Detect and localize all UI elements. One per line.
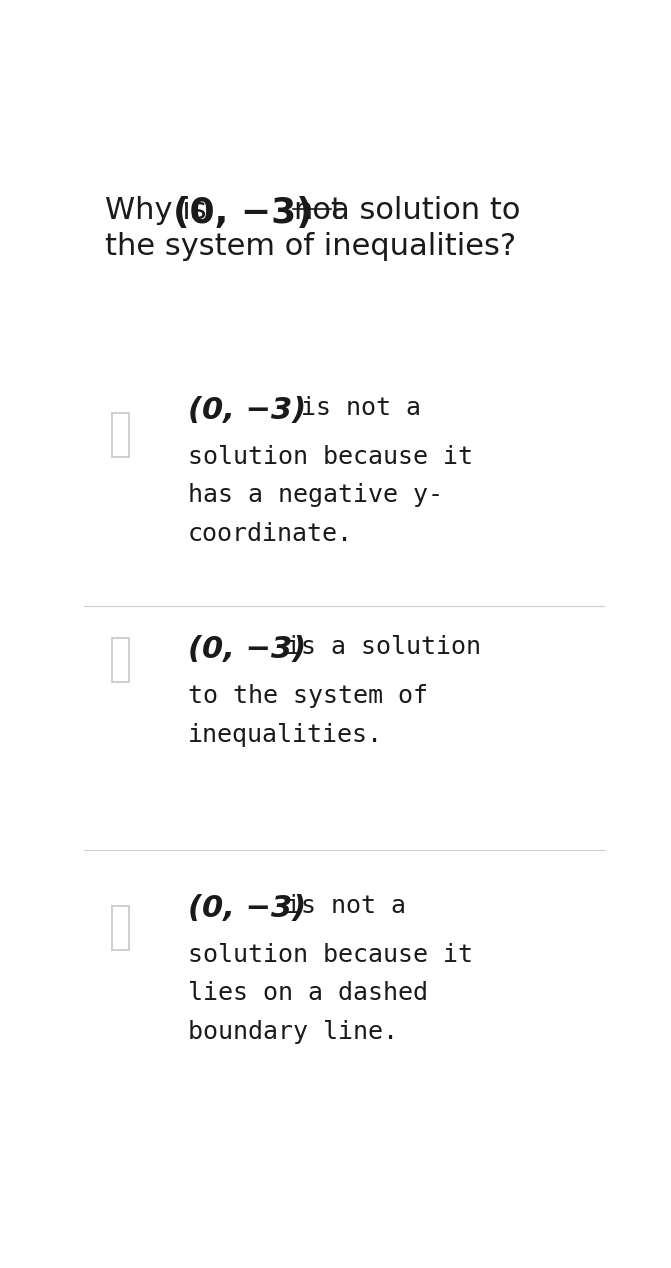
- Text: a solution to: a solution to: [331, 197, 521, 226]
- Text: (0, −3): (0, −3): [188, 396, 306, 425]
- FancyBboxPatch shape: [113, 413, 129, 458]
- Text: is not a: is not a: [286, 894, 406, 918]
- FancyBboxPatch shape: [113, 638, 129, 682]
- Text: (0, −3): (0, −3): [188, 635, 306, 664]
- Text: (0, −3): (0, −3): [188, 894, 306, 923]
- Text: Why is: Why is: [105, 197, 206, 226]
- Text: (0, −3): (0, −3): [173, 197, 313, 230]
- Text: to the system of
inequalities.: to the system of inequalities.: [188, 685, 428, 747]
- Text: solution because it
has a negative y-
coordinate.: solution because it has a negative y- co…: [188, 445, 473, 545]
- Text: is not a: is not a: [286, 396, 421, 420]
- Text: the system of inequalities?: the system of inequalities?: [105, 232, 516, 261]
- Text: solution because it
lies on a dashed
boundary line.: solution because it lies on a dashed bou…: [188, 943, 473, 1044]
- Text: not: not: [293, 197, 344, 226]
- FancyBboxPatch shape: [113, 907, 129, 950]
- Text: is a solution: is a solution: [286, 635, 480, 659]
